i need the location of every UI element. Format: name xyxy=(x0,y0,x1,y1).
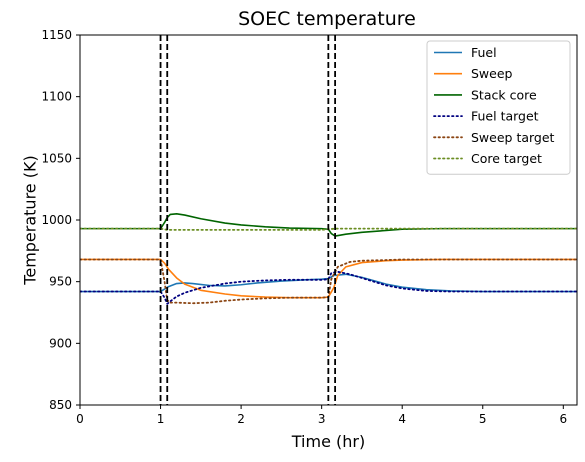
y-tick-label: 950 xyxy=(49,275,72,289)
x-tick-label: 3 xyxy=(318,412,326,426)
legend-label: Stack core xyxy=(471,87,537,102)
y-axis: 850 900 950 1000 1050 1100 1150 xyxy=(41,28,80,412)
series-layer xyxy=(80,213,577,305)
y-tick-label: 1100 xyxy=(41,90,72,104)
series-line-sweep-target xyxy=(80,258,577,305)
series-line-core-target xyxy=(80,227,577,231)
x-tick-label: 4 xyxy=(398,412,406,426)
y-tick-label: 850 xyxy=(49,398,72,412)
x-tick-label: 5 xyxy=(479,412,487,426)
y-tick-label: 1150 xyxy=(41,28,72,42)
x-tick-label: 6 xyxy=(559,412,567,426)
legend-label: Core target xyxy=(471,151,542,166)
x-axis: 0 1 2 3 4 5 6 xyxy=(76,405,567,426)
series-line-stack-core xyxy=(80,213,577,237)
legend-label: Sweep xyxy=(471,66,513,81)
legend-label: Sweep target xyxy=(471,130,555,145)
legend-label: Fuel target xyxy=(471,109,539,124)
x-axis-title: Time (hr) xyxy=(291,432,365,451)
event-markers xyxy=(159,35,337,405)
chart-title: SOEC temperature xyxy=(238,8,416,30)
y-tick-label: 900 xyxy=(49,336,72,350)
legend: Fuel Sweep Stack core Fuel target Sweep targ… xyxy=(426,40,571,175)
y-tick-label: 1050 xyxy=(41,151,72,165)
x-tick-label: 2 xyxy=(237,412,245,426)
y-axis-title: Temperature (K) xyxy=(21,155,40,285)
legend-box xyxy=(426,40,571,175)
x-tick-label: 1 xyxy=(157,412,165,426)
series-line-fuel xyxy=(80,273,577,293)
y-tick-label: 1000 xyxy=(41,213,72,227)
x-tick-label: 0 xyxy=(76,412,84,426)
legend-label: Fuel xyxy=(471,45,497,60)
